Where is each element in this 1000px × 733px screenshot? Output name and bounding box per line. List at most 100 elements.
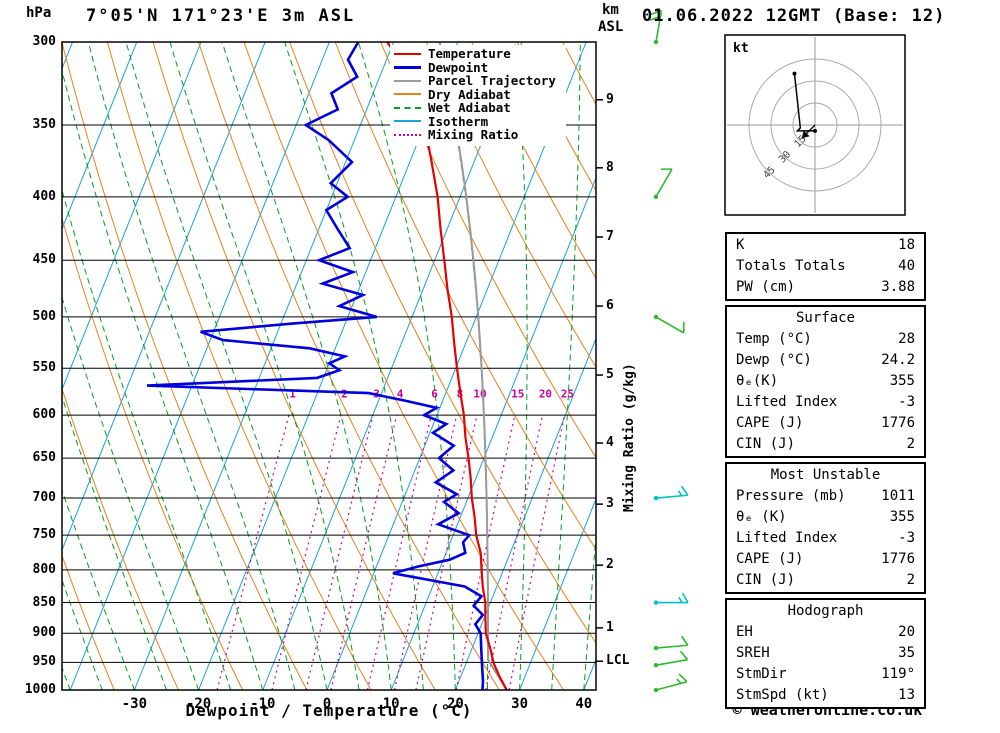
stats-label: CIN (J) (736, 436, 796, 452)
km-tick-label: 4 (606, 435, 614, 451)
stats-label: Temp (°C) (736, 331, 812, 347)
legend-swatch (394, 65, 421, 69)
stats-label: K (736, 237, 745, 253)
legend-label: Isotherm (428, 113, 489, 129)
stats-label: θₑ(K) (736, 373, 779, 389)
km-tick-label: LCL (606, 653, 630, 669)
stats-value: 28 (898, 331, 915, 347)
wind-barb (649, 9, 663, 45)
stats-value: -3 (898, 530, 915, 546)
stats-section-title: Most Unstable (770, 467, 881, 483)
legend-label: Wet Adiabat (428, 100, 511, 116)
mixing-ratio-lines (216, 414, 566, 690)
stats-label: Lifted Index (736, 394, 838, 410)
wind-barb (653, 485, 689, 501)
km-tick-label: 7 (606, 229, 614, 244)
stats-row: Lifted Index -3 (727, 528, 924, 549)
wind-barb (653, 314, 685, 334)
temp-tick-label: -10 (250, 696, 276, 712)
legend-swatch (394, 79, 421, 82)
km-tick-label: 8 (606, 159, 614, 175)
stats-section-title: Surface (795, 310, 855, 326)
stats-row: SREH 35 (727, 643, 924, 664)
mixing-ratio-value-label: 20 (539, 387, 552, 400)
xaxis-label: Dewpoint / Temperature (°C) (185, 701, 473, 720)
stats-value: 2 (906, 436, 915, 452)
stats-row: K 18 (727, 235, 924, 256)
legend-swatch (394, 106, 421, 109)
stats-label: Lifted Index (736, 530, 838, 546)
stats-table: K 18 Totals Totals 40 PW (cm) 3.88 Surface Temp… (725, 232, 926, 713)
stats-value: 119° (881, 666, 915, 682)
pressure-tick-label: 450 (32, 252, 56, 268)
stats-row: CAPE (J) 1776 (727, 549, 924, 570)
stats-value: 355 (889, 509, 915, 525)
legend-item: Temperature (394, 46, 556, 62)
mixing-ratio-value-label: 2 (341, 387, 348, 400)
legend-swatch (394, 120, 421, 123)
stats-value: 1776 (881, 551, 915, 567)
wind-barb (653, 650, 689, 668)
asl-unit-label: ASL (598, 19, 624, 35)
mixing-ratio-value-label: 25 (561, 387, 574, 400)
stats-section-title: Hodograph (787, 603, 864, 619)
pressure-tick-label: 600 (32, 407, 56, 423)
mixing-ratio-axis-label: Mixing Ratio (g/kg) (622, 363, 637, 512)
legend-label: Parcel Trajectory (428, 73, 556, 89)
stats-label: StmSpd (kt) (736, 687, 829, 703)
pressure-tick-label: 1000 (24, 682, 56, 697)
stats-label: Pressure (mb) (736, 488, 846, 504)
stats-label: StmDir (736, 666, 787, 682)
pressure-unit-label: hPa (26, 5, 52, 21)
pressure-tick-label: 850 (32, 594, 56, 610)
legend-item: Mixing Ratio (394, 127, 556, 143)
stats-row: Pressure (mb) 1011 (727, 486, 924, 507)
stats-row: EH 20 (727, 622, 924, 643)
temp-tick-label: -30 (121, 696, 148, 712)
stats-label: CIN (J) (736, 572, 796, 588)
wind-barbs (649, 9, 689, 693)
km-tick-label: 9 (606, 91, 614, 107)
km-tick-label: 1 (606, 619, 614, 635)
stats-section: Most Unstable Pressure (mb) 1011 θₑ (K) 355 L… (725, 462, 926, 594)
temp-tick-label: 20 (446, 696, 464, 712)
temp-tick-label: 10 (382, 696, 400, 712)
legend-label: Mixing Ratio (428, 127, 519, 143)
legend-item: Parcel Trajectory (394, 73, 556, 89)
pressure-tick-label: 700 (32, 490, 56, 506)
temp-tick-label: 30 (511, 696, 529, 712)
parcel-curve (438, 42, 508, 690)
stats-row: PW (cm) 3.88 (727, 277, 924, 298)
stats-value: 13 (898, 687, 915, 703)
stats-label: Dewp (°C) (736, 352, 812, 368)
pressure-tick-label: 650 (32, 450, 56, 466)
legend-label: Temperature (428, 46, 511, 62)
temp-tick-label: 0 (322, 696, 332, 712)
hodograph-ring (770, 80, 860, 170)
stats-label: Totals Totals (736, 258, 846, 274)
stats-row: Lifted Index -3 (727, 392, 924, 413)
stats-row: CAPE (J) 1776 (727, 413, 924, 434)
stats-row: StmSpd (kt) 13 (727, 685, 924, 706)
stats-label: SREH (736, 645, 770, 661)
km-tick-marks (596, 99, 603, 663)
stats-value: 35 (898, 645, 915, 661)
pressure-tick-label: 900 (32, 625, 56, 641)
pressure-tick-label: 800 (32, 561, 56, 577)
legend-label: Dewpoint (428, 59, 489, 75)
datetime-title: 01.06.2022 12GMT (Base: 12) (642, 6, 946, 26)
stats-value: 18 (898, 237, 915, 253)
stats-row: Temp (°C) 28 (727, 329, 924, 350)
legend-swatch (394, 133, 421, 136)
hodograph-ring (748, 58, 882, 192)
stats-section: K 18 Totals Totals 40 PW (cm) 3.88 (725, 232, 926, 301)
wind-barb (653, 592, 689, 605)
stats-value: 355 (889, 373, 915, 389)
pressure-tick-label: 500 (32, 308, 56, 324)
stats-value: 20 (898, 624, 915, 640)
mixing-ratio-value-label: 6 (431, 387, 438, 400)
stats-section: Hodograph EH 20 SREH 35 StmDir 119° StmSpd (kt)… (725, 598, 926, 709)
stats-label: PW (cm) (736, 279, 796, 295)
